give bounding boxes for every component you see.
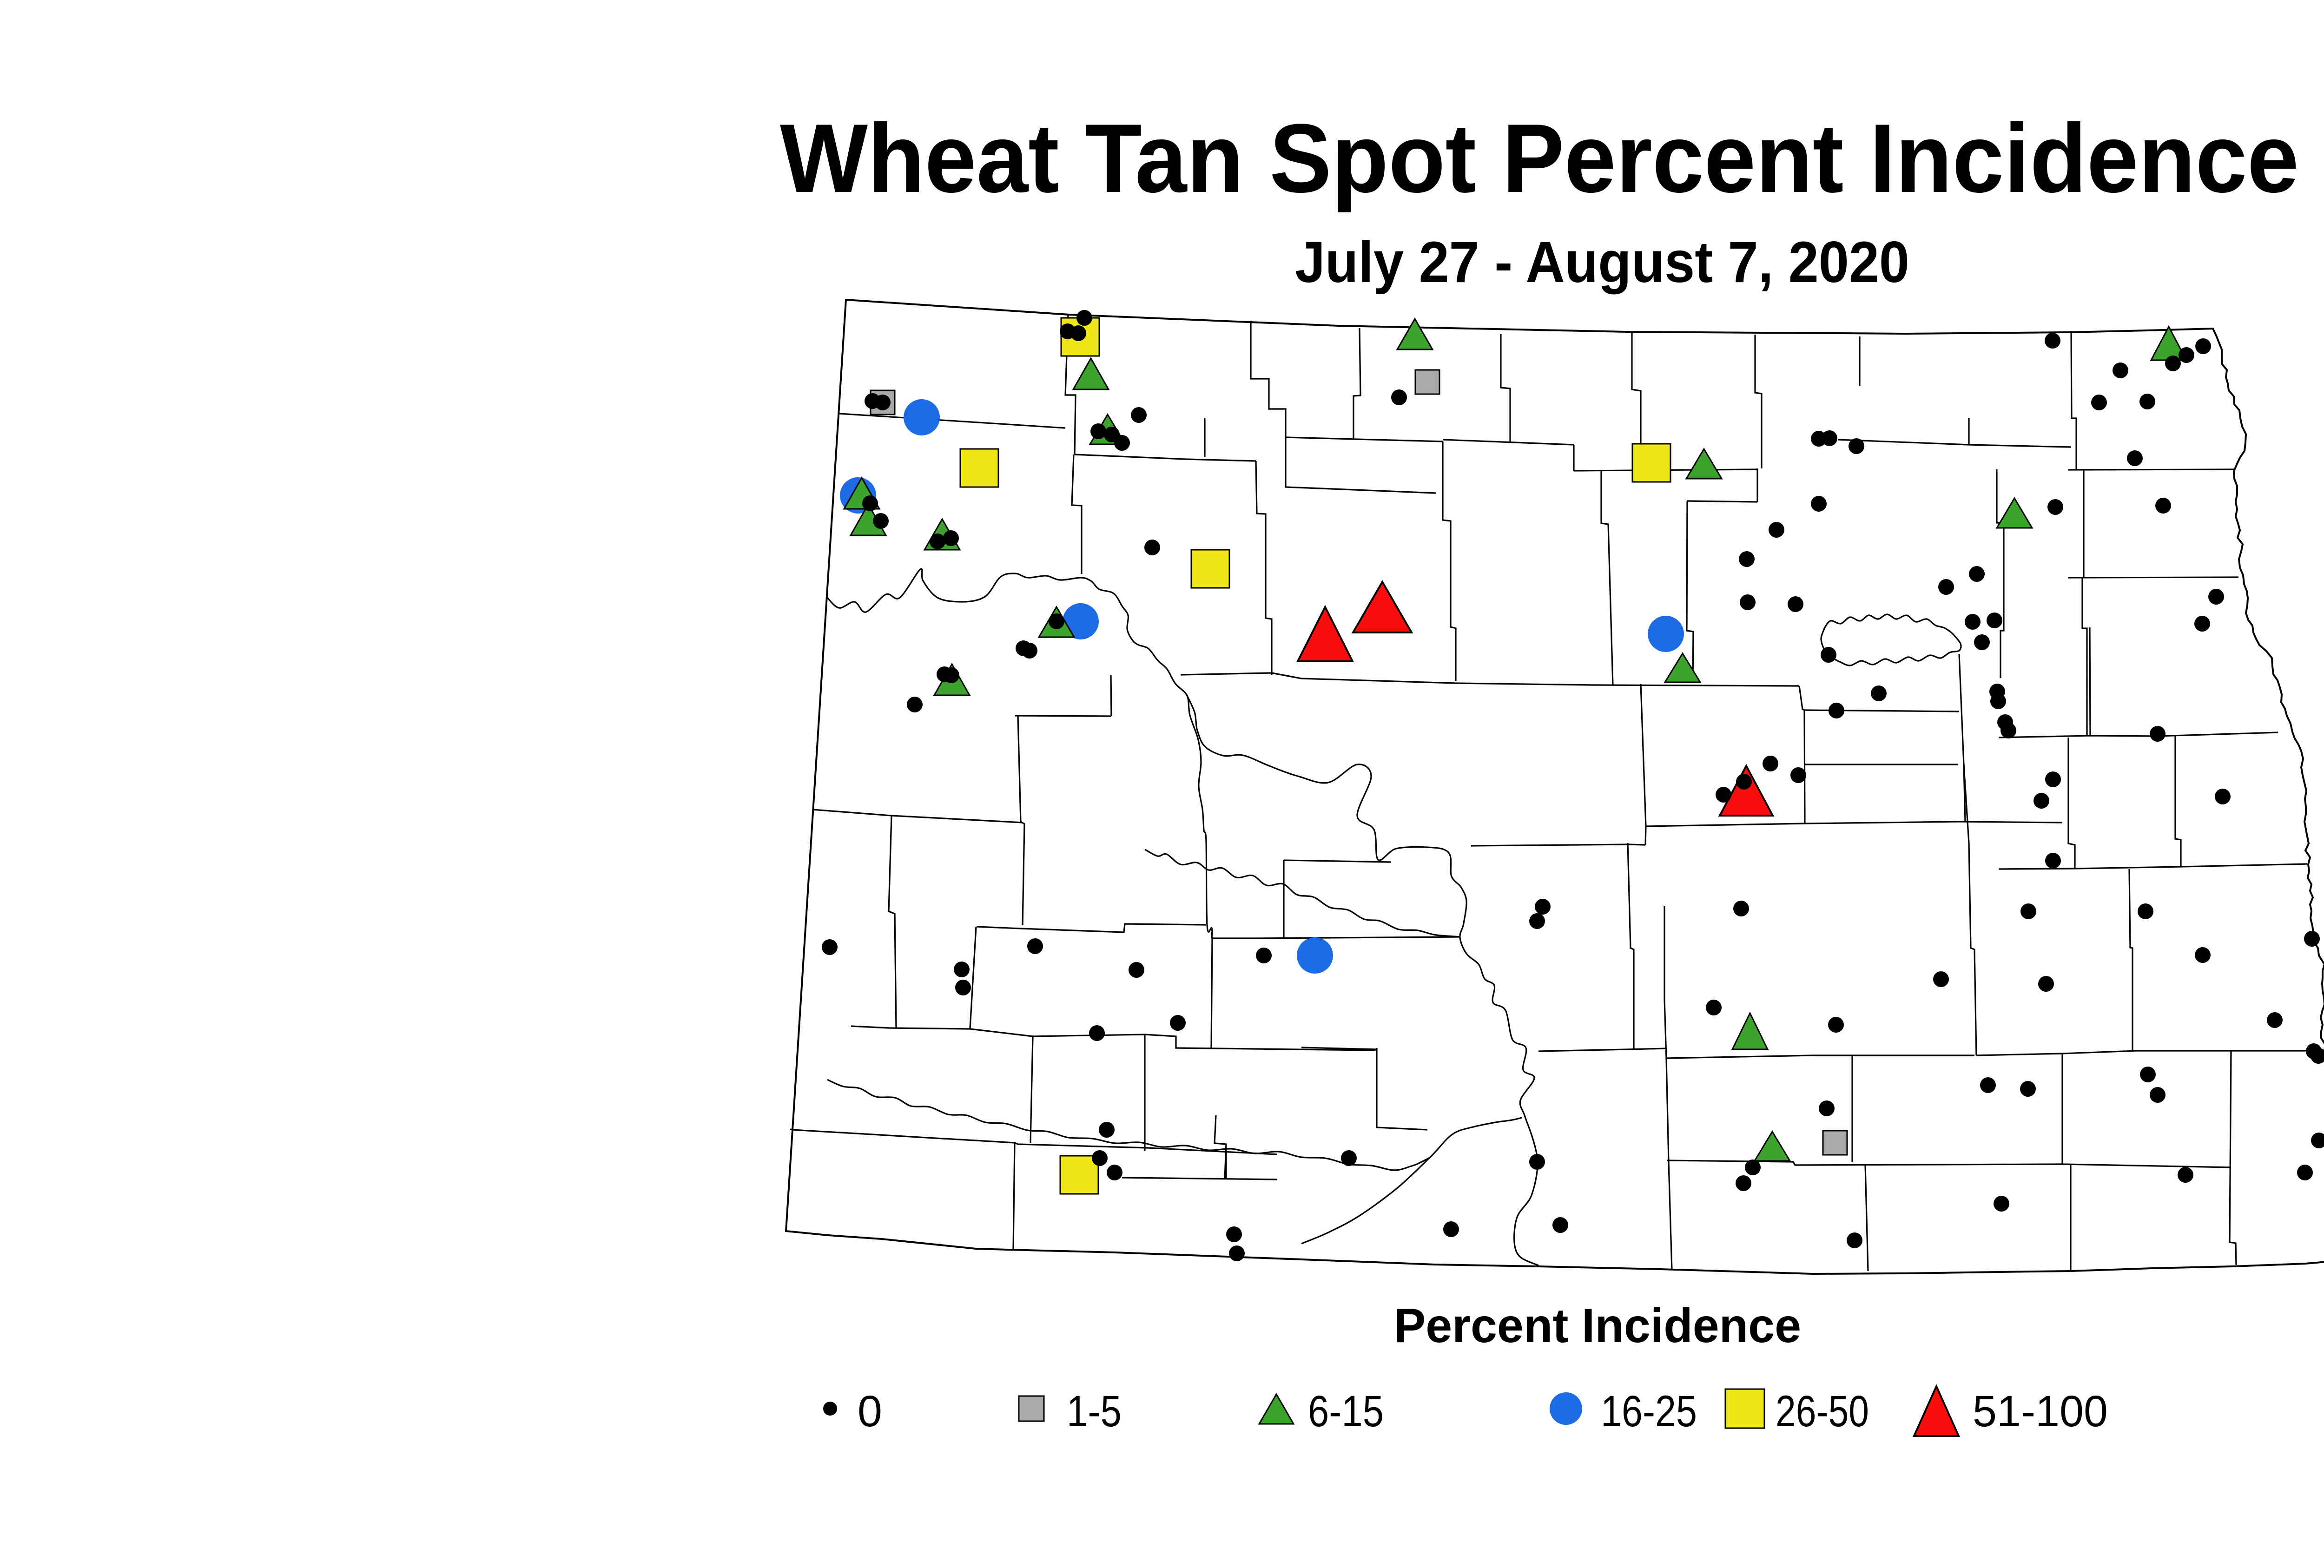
svg-text:51-100: 51-100 [1973,1387,2108,1436]
svg-text:26-50: 26-50 [1776,1387,1869,1436]
svg-text:6-15: 6-15 [1308,1387,1384,1436]
svg-text:1-5: 1-5 [1067,1387,1122,1436]
svg-text:0: 0 [858,1387,882,1436]
svg-text:July 27 - August 7, 2020: July 27 - August 7, 2020 [1295,230,1909,295]
svg-text:Percent Incidence: Percent Incidence [1394,1299,1801,1353]
svg-text:16-25: 16-25 [1601,1387,1697,1436]
svg-text:Wheat Tan Spot Percent Inciden: Wheat Tan Spot Percent Incidence [780,104,2299,213]
